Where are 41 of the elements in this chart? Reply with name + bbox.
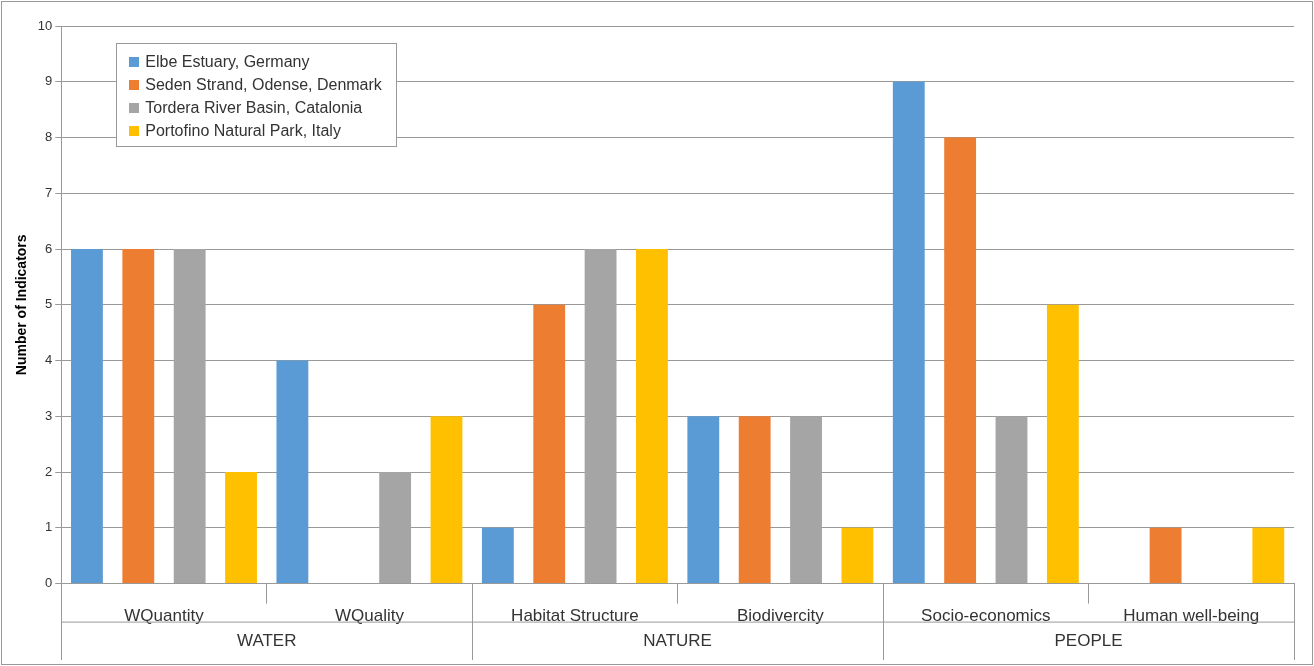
y-tick-label: 7: [45, 184, 53, 200]
y-tick-label: 10: [37, 17, 53, 33]
y-tick-label: 8: [45, 129, 53, 145]
x-tick-label: WQuantity: [124, 606, 205, 626]
bar: [944, 137, 977, 584]
bar: [738, 416, 771, 584]
bar: [430, 416, 463, 584]
bar: [841, 527, 874, 584]
bar: [687, 416, 720, 584]
legend-label: Seden Strand, Odense, Denmark: [145, 75, 382, 94]
bar: [636, 249, 668, 584]
bar: [1046, 304, 1079, 584]
x-tick-label: Human well-being: [1123, 606, 1260, 626]
bar: [892, 81, 925, 584]
bar: [122, 249, 155, 584]
legend-label: Portofino Natural Park, Italy: [145, 121, 341, 140]
y-tick-label: 5: [45, 296, 53, 312]
y-tick-label: 3: [45, 407, 53, 423]
x-tick-label: Habitat Structure: [511, 606, 639, 626]
bar: [276, 360, 309, 584]
legend-label: Elbe Estuary, Germany: [145, 52, 310, 71]
y-tick-label: 9: [45, 73, 53, 89]
y-tick-label: 4: [45, 352, 53, 368]
x-tick-label: Biodivercity: [736, 606, 825, 626]
y-tick-label: 2: [45, 463, 53, 479]
bar: [71, 249, 103, 584]
y-tick-label: 0: [45, 575, 53, 591]
y-tick-label: 6: [45, 240, 53, 256]
text: NATURE: [643, 631, 712, 651]
x-tick-label: WQuality: [334, 606, 405, 626]
y-tick-label: 1: [45, 519, 53, 535]
bar: [1252, 527, 1285, 584]
bar: [1149, 527, 1182, 584]
x-tick-label: Socio-economics: [921, 606, 1051, 626]
bar: [533, 304, 566, 584]
bar: [481, 527, 514, 584]
text: PEOPLE: [1054, 631, 1123, 651]
bar: [225, 472, 257, 584]
text: WATER: [236, 631, 297, 651]
legend-label: Tordera River Basin, Catalonia: [145, 98, 363, 117]
y-axis-title: Number of Indicators: [13, 234, 30, 376]
